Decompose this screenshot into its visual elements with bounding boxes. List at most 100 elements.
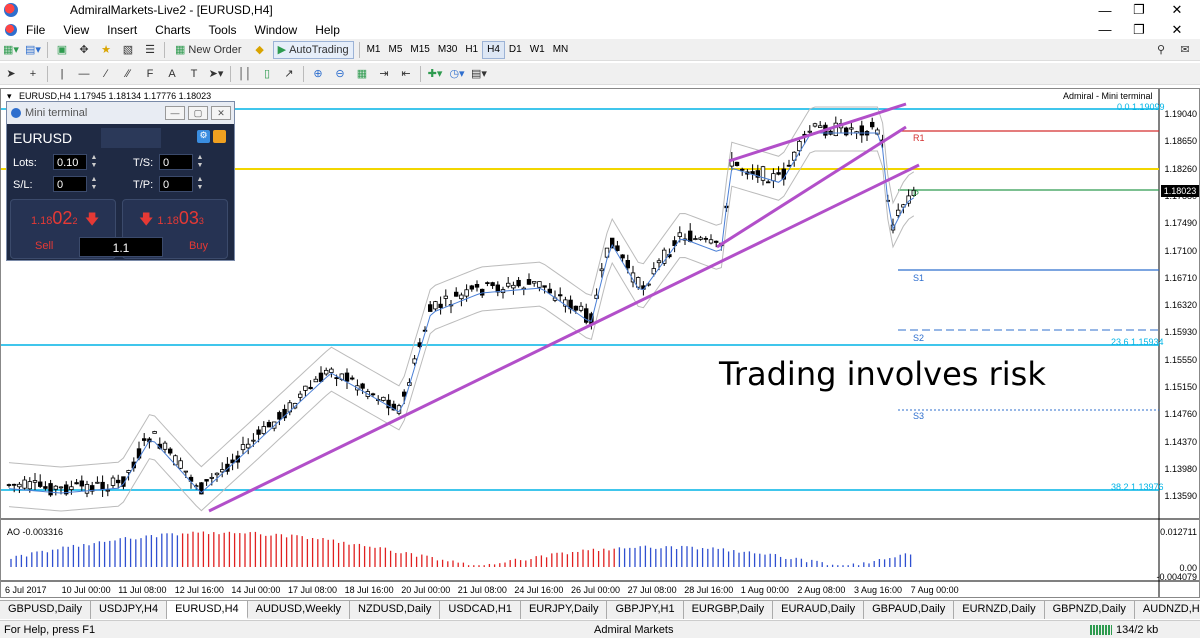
r1-label: R1 <box>913 133 925 143</box>
terminal-icon[interactable]: ▧ <box>122 44 134 56</box>
wedge-middle-trendline <box>716 125 907 249</box>
arrows-icon[interactable]: ➤▾ <box>208 68 224 80</box>
new-chart-icon[interactable]: ▦▾ <box>3 44 19 56</box>
child-close-icon[interactable]: ✕ <box>1171 21 1183 37</box>
spread-input[interactable]: 1.1 <box>79 237 163 257</box>
menu-insert[interactable]: Insert <box>107 22 138 37</box>
tab-usdjpy-h4[interactable]: USDJPY,H4 <box>91 601 168 619</box>
app-icon <box>4 3 18 17</box>
mt-symbol-selector[interactable] <box>101 128 161 148</box>
tab-audnzd-h4[interactable]: AUDNZD,H4 <box>1135 601 1200 619</box>
tab-eurusd-h4[interactable]: EURUSD,H4 <box>167 601 248 619</box>
text-label-icon[interactable]: T <box>190 67 198 80</box>
crosshair-icon[interactable]: + <box>29 67 37 80</box>
tab-usdcad-h1[interactable]: USDCAD,H1 <box>440 601 521 619</box>
candle-body <box>391 403 396 411</box>
close-icon[interactable]: ✕ <box>1171 2 1183 17</box>
candlestick-icon[interactable]: ▯ <box>263 68 271 80</box>
child-restore-icon[interactable]: ❐ <box>1133 21 1145 37</box>
profiles-icon[interactable]: ▤▾ <box>25 44 41 56</box>
mt-tp-spinner[interactable]: ▲ ▼ <box>196 176 204 191</box>
market-watch-icon[interactable]: ▣ <box>56 44 68 56</box>
child-minimize-icon[interactable]: — <box>1098 22 1112 37</box>
mt-ts-input[interactable]: 0 <box>159 154 193 170</box>
tab-gbpaud-daily[interactable]: GBPAUD,Daily <box>864 601 955 619</box>
tf-h1[interactable]: H1 <box>465 44 479 55</box>
indicators-icon[interactable]: ✚▾ <box>427 68 443 80</box>
mini-terminal[interactable]: Mini terminal — ▢ ✕ EURUSD ⚙ Lots: 0.10 … <box>6 101 235 261</box>
mt-sl-input[interactable]: 0 <box>53 176 87 192</box>
tab-audusd-weekly[interactable]: AUDUSD,Weekly <box>248 601 351 619</box>
tab-eurgbp-daily[interactable]: EURGBP,Daily <box>684 601 774 619</box>
tf-mn[interactable]: MN <box>552 44 569 55</box>
menu-charts[interactable]: Charts <box>155 22 191 37</box>
mt-close-button[interactable]: ✕ <box>211 106 231 120</box>
vertical-line-icon[interactable]: | <box>60 67 64 80</box>
maximize-icon[interactable]: ❐ <box>1133 2 1145 17</box>
tf-m5[interactable]: M5 <box>388 44 403 55</box>
strategy-tester-icon[interactable]: ☰ <box>145 44 155 56</box>
new-order-button[interactable]: ▦ New Order <box>170 41 247 59</box>
mt-extra-icon[interactable] <box>213 130 226 143</box>
menu-file[interactable]: File <box>26 22 46 37</box>
candle-body <box>469 285 474 290</box>
cursor-icon[interactable]: ➤ <box>6 68 16 80</box>
mt-tp-input[interactable]: 0 <box>159 176 193 192</box>
templates-icon[interactable]: ▤▾ <box>471 68 487 80</box>
candle-body <box>381 396 386 401</box>
text-icon[interactable]: A <box>168 67 176 80</box>
tab-gbpusd-daily[interactable]: GBPUSD,Daily <box>0 601 91 619</box>
tf-d1[interactable]: D1 <box>508 44 522 55</box>
horizontal-line-icon[interactable]: — <box>78 67 90 80</box>
candle-body <box>672 240 677 247</box>
fibonacci-icon[interactable]: F <box>146 67 154 80</box>
tf-m15[interactable]: M15 <box>410 44 430 55</box>
zoom-in-icon[interactable]: ⊕ <box>313 68 323 80</box>
menu-tools[interactable]: Tools <box>208 22 237 37</box>
tf-w1[interactable]: W1 <box>529 44 545 55</box>
autotrading-button[interactable]: ▶ AutoTrading <box>272 40 354 59</box>
tab-gbpjpy-h1[interactable]: GBPJPY,H1 <box>607 601 684 619</box>
chart-menu-icon[interactable]: ▾ <box>7 91 12 101</box>
tf-m30[interactable]: M30 <box>437 44 458 55</box>
time-tick: 21 Jul 08:00 <box>457 585 507 595</box>
tab-eurjpy-daily[interactable]: EURJPY,Daily <box>521 601 608 619</box>
zoom-out-icon[interactable]: ⊖ <box>335 68 345 80</box>
line-chart-icon[interactable]: ↗ <box>284 68 294 80</box>
data-window-icon[interactable]: ✥ <box>79 44 89 56</box>
search-icon[interactable]: ⚲ <box>1156 44 1166 56</box>
chart-shift-icon[interactable]: ⇤ <box>401 68 411 80</box>
tf-h4[interactable]: H4 <box>482 40 505 59</box>
buy-button[interactable]: 🡇 1.18033 Buy <box>122 199 228 259</box>
menu-help[interactable]: Help <box>315 22 340 37</box>
bar-chart-icon[interactable]: ││ <box>238 67 252 80</box>
menu-window[interactable]: Window <box>254 22 298 37</box>
mt-lots-spinner[interactable]: ▲ ▼ <box>90 154 98 169</box>
channel-icon[interactable]: ∕∕ <box>126 67 130 80</box>
menu-view[interactable]: View <box>63 22 90 37</box>
periods-icon[interactable]: ◷▾ <box>449 68 465 80</box>
tab-gbpnzd-daily[interactable]: GBPNZD,Daily <box>1045 601 1135 619</box>
candle-body <box>911 189 916 196</box>
trendline-icon[interactable]: ∕ <box>105 67 107 80</box>
drawing-toolbar: ➤ + | — ∕ ∕∕ F A T ➤▾ ││ ▯ ↗ ⊕ ⊖ ▦ ⇥ ⇤ ✚… <box>0 63 1200 85</box>
tile-windows-icon[interactable]: ▦ <box>356 68 368 80</box>
candle-body <box>740 168 745 171</box>
mt-settings-icon[interactable]: ⚙ <box>197 130 210 143</box>
chat-icon[interactable]: ✉ <box>1180 44 1190 56</box>
navigator-icon[interactable]: ★ <box>101 44 111 56</box>
mt-lots-input[interactable]: 0.10 <box>53 154 87 170</box>
minimize-icon[interactable]: — <box>1098 2 1112 18</box>
mt-sl-spinner[interactable]: ▲ ▼ <box>90 176 98 191</box>
tab-eurnzd-daily[interactable]: EURNZD,Daily <box>954 601 1045 619</box>
tf-m1[interactable]: M1 <box>366 44 381 55</box>
autoscroll-icon[interactable]: ⇥ <box>379 68 389 80</box>
buy-price-fraction: 3 <box>198 216 204 226</box>
tab-euraud-daily[interactable]: EURAUD,Daily <box>773 601 865 619</box>
mt-minimize-button[interactable]: — <box>165 106 185 120</box>
metaeditor-icon[interactable]: ◆ <box>255 44 264 56</box>
candle-body <box>755 170 760 178</box>
mt-ts-spinner[interactable]: ▲ ▼ <box>196 154 204 169</box>
mt-restore-button[interactable]: ▢ <box>188 106 208 120</box>
tab-nzdusd-daily[interactable]: NZDUSD,Daily <box>350 601 441 619</box>
